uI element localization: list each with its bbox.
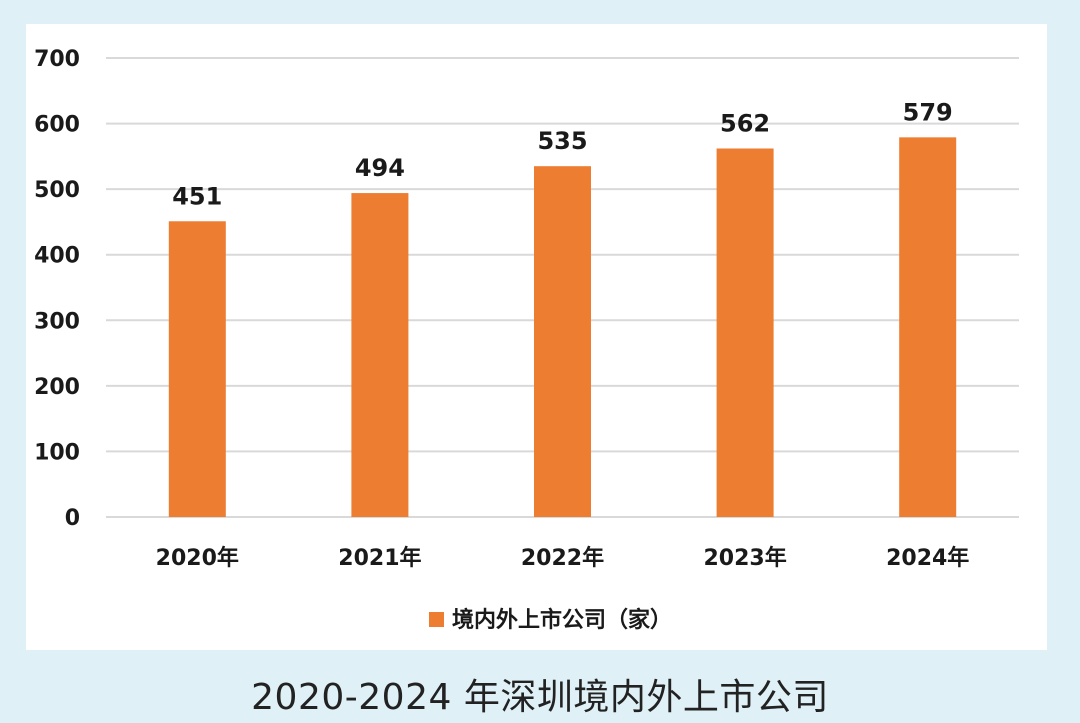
bar [351,193,409,517]
y-tick-label: 200 [34,375,80,400]
data-label: 494 [355,154,405,182]
y-tick-label: 100 [34,440,80,465]
bars [168,137,957,517]
x-tick-label: 2022年 [521,545,604,571]
legend-swatch [429,612,444,627]
x-tick-label: 2024年 [886,545,969,571]
y-tick-label: 0 [65,506,80,531]
chart-panel: 0 100 200 300 400 500 600 700 451 494 535 562 579 2… [26,24,1047,650]
data-label: 451 [172,182,222,210]
figure-caption: 2020-2024 年深圳境内外上市公司 [251,677,829,718]
x-tick-label: 2021年 [338,545,421,571]
bar [534,166,591,517]
data-label: 562 [720,109,770,137]
legend: 境内外上市公司（家） [429,607,672,633]
x-axis-ticks: 2020年 2021年 2022年 2023年 2024年 [156,545,970,571]
data-label: 535 [537,127,587,155]
y-axis-ticks: 0 100 200 300 400 500 600 700 [34,47,80,531]
data-label: 579 [903,98,953,126]
legend-label: 境内外上市公司（家） [452,607,672,633]
bar [168,221,226,517]
x-tick-label: 2023年 [703,545,786,571]
data-labels: 451 494 535 562 579 [172,98,953,210]
bar [899,137,957,517]
bar-chart: 0 100 200 300 400 500 600 700 451 494 535 562 579 2… [34,47,1019,633]
y-tick-label: 600 [34,113,80,138]
bar [716,148,774,517]
y-tick-label: 400 [34,244,80,269]
x-tick-label: 2020年 [156,545,239,571]
y-tick-label: 300 [34,309,80,334]
y-tick-label: 700 [34,47,80,72]
y-tick-label: 500 [34,178,80,203]
